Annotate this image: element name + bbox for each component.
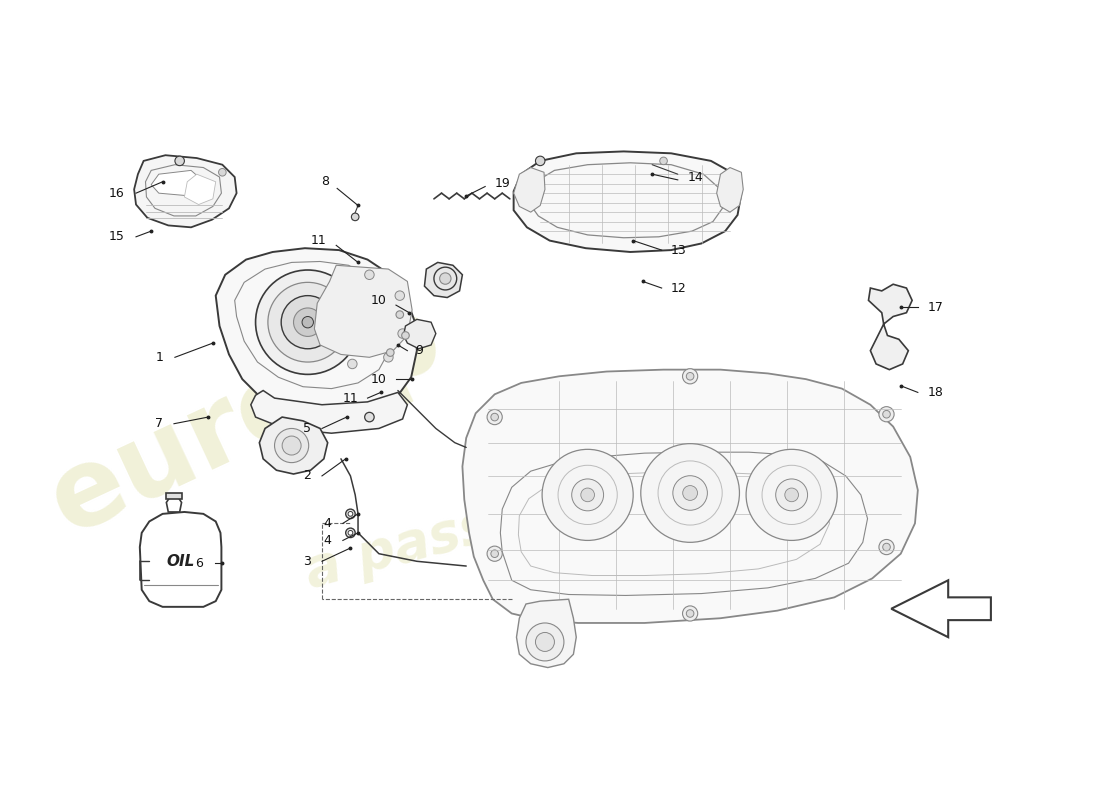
Text: 16: 16 [109, 186, 124, 200]
Circle shape [683, 486, 697, 500]
Text: 8: 8 [321, 175, 330, 188]
Circle shape [348, 530, 353, 535]
Text: 14: 14 [688, 170, 703, 183]
Circle shape [348, 359, 358, 369]
Circle shape [268, 282, 348, 362]
Circle shape [345, 528, 355, 538]
Circle shape [398, 329, 407, 338]
Circle shape [433, 267, 456, 290]
Circle shape [402, 332, 409, 339]
Circle shape [275, 429, 309, 462]
Text: 13: 13 [671, 243, 686, 257]
Circle shape [302, 317, 313, 328]
Circle shape [879, 539, 894, 554]
Text: 1: 1 [156, 351, 164, 364]
Text: 10: 10 [371, 294, 386, 307]
Circle shape [686, 373, 694, 380]
Circle shape [682, 606, 697, 621]
Text: the finest: the finest [512, 388, 834, 526]
Circle shape [348, 511, 353, 516]
Circle shape [294, 308, 322, 337]
Polygon shape [425, 262, 462, 298]
Text: OIL: OIL [166, 554, 195, 569]
Circle shape [572, 479, 604, 511]
Polygon shape [517, 599, 576, 667]
Circle shape [491, 550, 498, 558]
Circle shape [255, 270, 360, 374]
Circle shape [660, 157, 668, 165]
Circle shape [542, 450, 634, 541]
Polygon shape [134, 155, 236, 227]
Circle shape [879, 406, 894, 422]
Polygon shape [514, 167, 544, 212]
Text: 7: 7 [155, 418, 163, 430]
Circle shape [686, 610, 694, 618]
Circle shape [282, 436, 301, 455]
Text: 19: 19 [495, 177, 510, 190]
Circle shape [440, 273, 451, 284]
Circle shape [746, 450, 837, 541]
Circle shape [219, 169, 227, 176]
Circle shape [395, 291, 405, 300]
Polygon shape [869, 284, 912, 370]
Circle shape [345, 509, 355, 518]
Polygon shape [185, 174, 216, 205]
Circle shape [641, 444, 739, 542]
Circle shape [282, 296, 334, 349]
Circle shape [526, 623, 564, 661]
Circle shape [673, 476, 707, 510]
Text: 5: 5 [302, 422, 310, 435]
Circle shape [776, 479, 807, 511]
Circle shape [175, 156, 185, 166]
Text: 12: 12 [671, 282, 686, 294]
Polygon shape [462, 370, 917, 623]
Circle shape [487, 546, 503, 562]
Polygon shape [166, 497, 182, 512]
Polygon shape [514, 151, 741, 252]
Text: 11: 11 [311, 234, 327, 247]
Circle shape [396, 311, 404, 318]
Text: 3: 3 [302, 554, 310, 568]
Polygon shape [315, 266, 412, 358]
Polygon shape [717, 167, 744, 212]
Circle shape [384, 353, 393, 362]
Text: 15: 15 [109, 230, 124, 243]
Text: 6: 6 [196, 557, 204, 570]
Text: 2: 2 [302, 470, 310, 482]
Polygon shape [404, 319, 436, 349]
Circle shape [682, 369, 697, 384]
Text: 18: 18 [927, 386, 943, 399]
Text: 17: 17 [927, 301, 943, 314]
Text: 11: 11 [342, 392, 358, 405]
Polygon shape [151, 170, 206, 196]
Text: 9: 9 [415, 344, 422, 357]
Circle shape [581, 488, 594, 502]
Circle shape [386, 349, 394, 356]
Polygon shape [140, 512, 221, 607]
Circle shape [365, 412, 374, 422]
Circle shape [882, 543, 890, 551]
Text: eurosp: eurosp [33, 282, 459, 556]
Circle shape [491, 414, 498, 421]
Polygon shape [166, 493, 182, 498]
Circle shape [882, 410, 890, 418]
Text: 4: 4 [323, 517, 331, 530]
Text: 10: 10 [371, 373, 386, 386]
Text: a passion for: a passion for [300, 448, 685, 598]
Circle shape [365, 270, 374, 279]
Polygon shape [251, 390, 407, 434]
Polygon shape [891, 580, 991, 638]
Polygon shape [260, 417, 328, 474]
Circle shape [487, 410, 503, 425]
Polygon shape [216, 248, 417, 419]
Circle shape [351, 213, 359, 221]
Text: 4: 4 [323, 534, 331, 547]
Circle shape [536, 156, 544, 166]
Circle shape [784, 488, 799, 502]
Circle shape [536, 633, 554, 651]
